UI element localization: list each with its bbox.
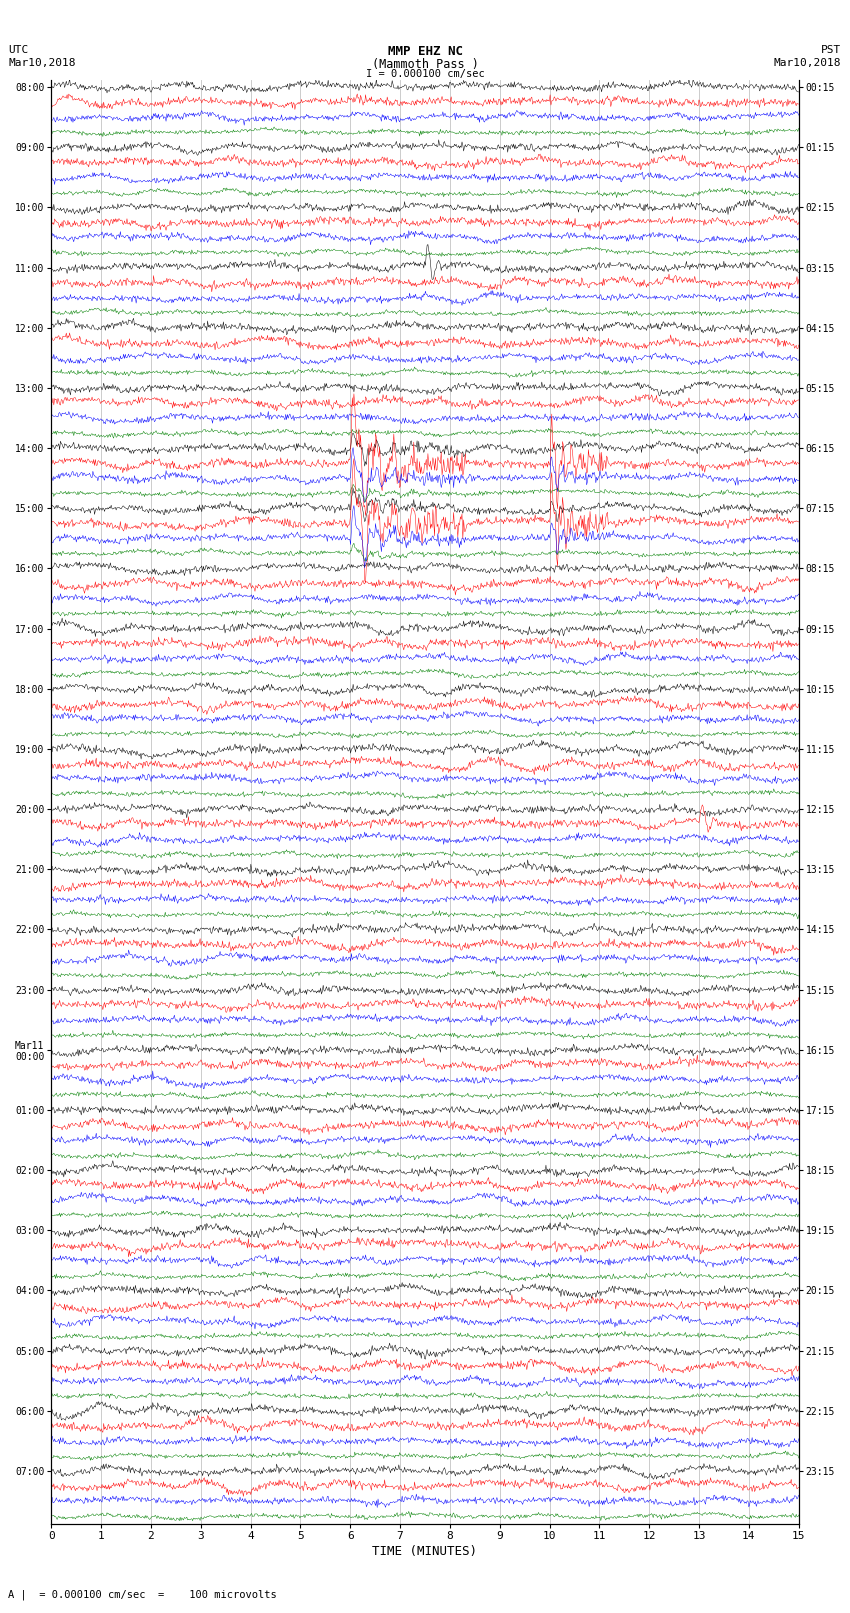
- Text: A |  = 0.000100 cm/sec  =    100 microvolts: A | = 0.000100 cm/sec = 100 microvolts: [8, 1589, 277, 1600]
- Text: Mar10,2018: Mar10,2018: [774, 58, 842, 68]
- Text: (Mammoth Pass ): (Mammoth Pass ): [371, 58, 479, 71]
- Text: MMP EHZ NC: MMP EHZ NC: [388, 45, 462, 58]
- Text: I = 0.000100 cm/sec: I = 0.000100 cm/sec: [366, 69, 484, 79]
- Text: UTC: UTC: [8, 45, 29, 55]
- Text: Mar10,2018: Mar10,2018: [8, 58, 76, 68]
- X-axis label: TIME (MINUTES): TIME (MINUTES): [372, 1545, 478, 1558]
- Text: PST: PST: [821, 45, 842, 55]
